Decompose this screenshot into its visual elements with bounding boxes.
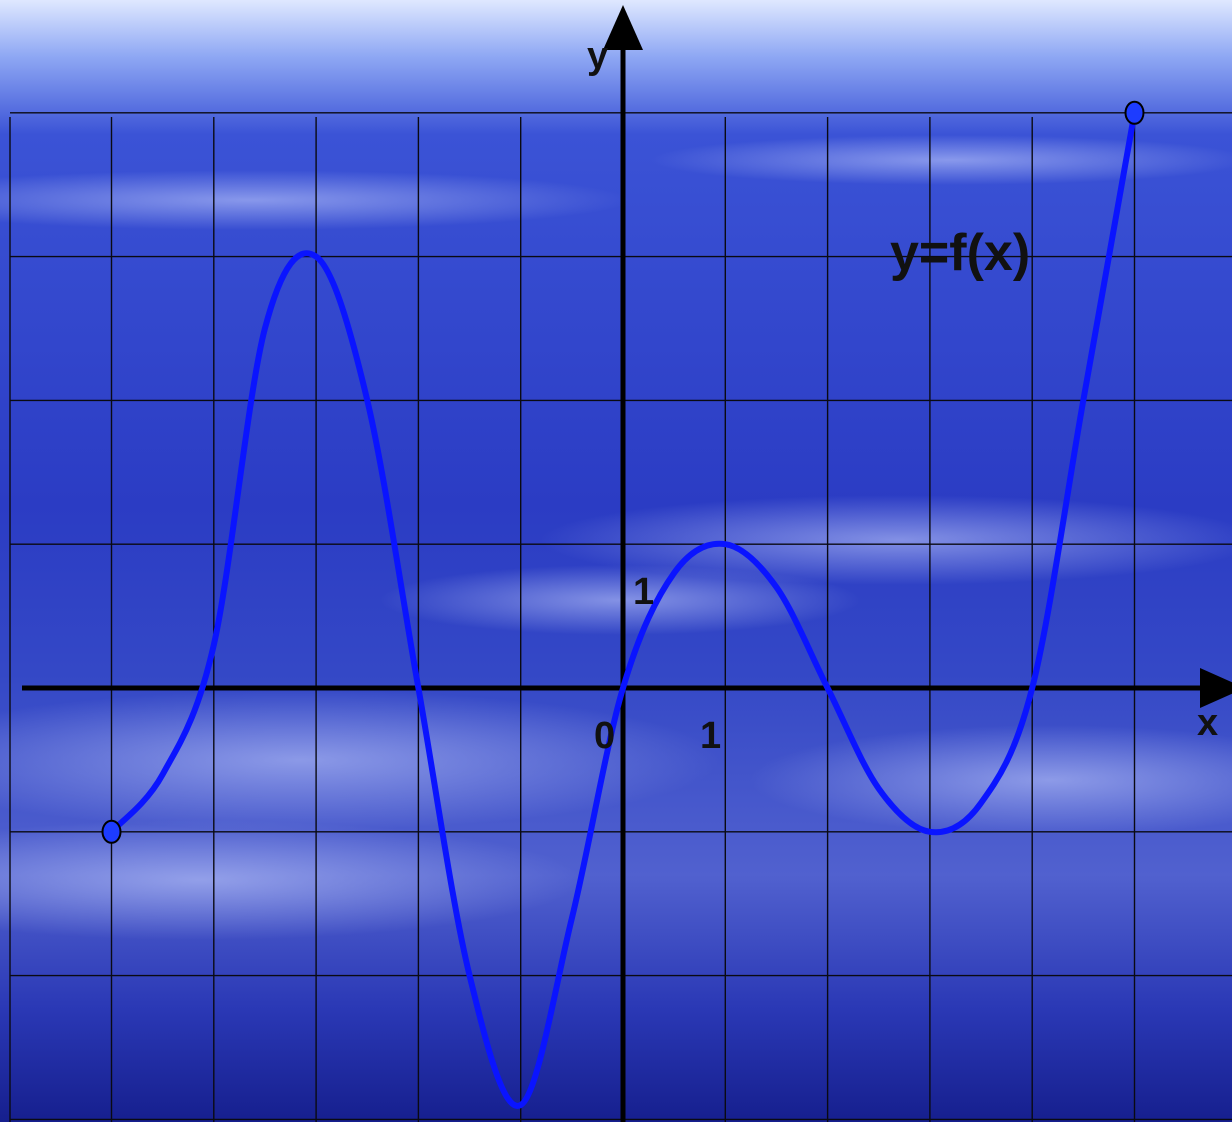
y-axis-label: y <box>587 35 608 77</box>
background-clouds <box>0 135 1232 940</box>
origin-label: 0 <box>594 715 615 757</box>
function-label: y=f(x) <box>890 224 1030 282</box>
endpoint-marker <box>1124 100 1145 125</box>
series-layer <box>101 100 1145 1109</box>
endpoint-marker <box>101 819 122 844</box>
function-curve <box>108 109 1138 1109</box>
y-tick-label: 1 <box>633 571 654 613</box>
x-tick-label: 1 <box>700 715 721 757</box>
labels-layer: y x 0 1 1 y=f(x) <box>587 35 1218 757</box>
axes <box>22 5 1232 1122</box>
x-axis-label: x <box>1197 702 1218 744</box>
